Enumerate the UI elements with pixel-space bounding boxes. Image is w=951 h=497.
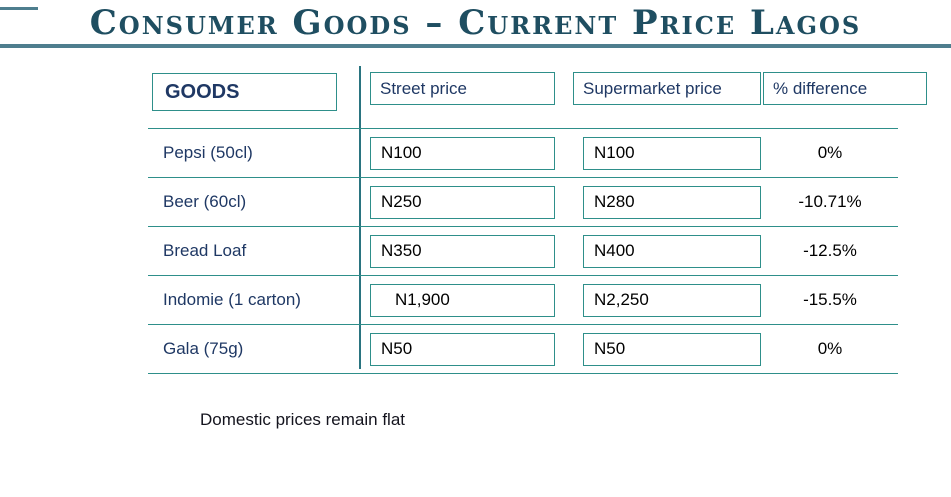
supermarket-price-cell: N2,250: [565, 283, 762, 317]
title-underline: [0, 44, 951, 48]
good-label: Bread Loaf: [163, 241, 247, 260]
supermarket-price-value: N400: [583, 234, 761, 268]
difference-value: -15.5%: [803, 290, 857, 309]
supermarket-price-value: N100: [583, 136, 761, 170]
header-goods: GOODS: [152, 73, 337, 111]
top-left-rule: [0, 7, 38, 10]
header-cell-street: Street price: [360, 66, 565, 105]
good-label: Gala (75g): [163, 339, 244, 358]
slide-title: Consumer Goods – Current Price Lagos: [89, 3, 862, 43]
difference-value: 0%: [817, 339, 843, 358]
header-cell-goods: GOODS: [148, 66, 360, 111]
good-label: Beer (60cl): [163, 192, 247, 211]
header-cell-supermarket: Supermarket price: [565, 66, 762, 105]
supermarket-price-value: N50: [583, 332, 761, 366]
difference-value: -12.5%: [803, 241, 857, 260]
column-divider-line: [359, 66, 361, 369]
table-row: Indomie (1 carton) N1,900 N2,250 -15.5%: [148, 276, 898, 325]
header-street-price: Street price: [370, 72, 555, 105]
header-cell-difference: % difference: [762, 66, 927, 105]
supermarket-price-cell: N400: [565, 234, 762, 268]
street-price-value: N350: [370, 234, 555, 268]
table-header-row: GOODS Street price Supermarket price % d…: [148, 66, 927, 129]
street-price-cell: N1,900: [360, 283, 565, 317]
table-row: Gala (75g) N50 N50 0%: [148, 325, 898, 374]
street-price-cell: N50: [360, 332, 565, 366]
table-row: Bread Loaf N350 N400 -12.5%: [148, 227, 898, 276]
difference-value: 0%: [817, 143, 843, 162]
good-label: Indomie (1 carton): [163, 290, 301, 309]
table-row: Beer (60cl) N250 N280 -10.71%: [148, 178, 898, 227]
header-supermarket-price: Supermarket price: [573, 72, 761, 105]
street-price-cell: N350: [360, 234, 565, 268]
header-percent-difference: % difference: [763, 72, 927, 105]
street-price-value: N1,900: [370, 283, 555, 317]
supermarket-price-value: N2,250: [583, 283, 761, 317]
footnote: Domestic prices remain flat: [200, 410, 406, 429]
street-price-cell: N100: [360, 136, 565, 170]
price-table: GOODS Street price Supermarket price % d…: [148, 66, 927, 374]
good-label: Pepsi (50cl): [163, 143, 253, 162]
street-price-value: N100: [370, 136, 555, 170]
supermarket-price-cell: N100: [565, 136, 762, 170]
street-price-value: N250: [370, 185, 555, 219]
difference-value: -10.71%: [798, 192, 862, 211]
supermarket-price-value: N280: [583, 185, 761, 219]
table-row: Pepsi (50cl) N100 N100 0%: [148, 129, 898, 178]
supermarket-price-cell: N280: [565, 185, 762, 219]
street-price-cell: N250: [360, 185, 565, 219]
street-price-value: N50: [370, 332, 555, 366]
supermarket-price-cell: N50: [565, 332, 762, 366]
